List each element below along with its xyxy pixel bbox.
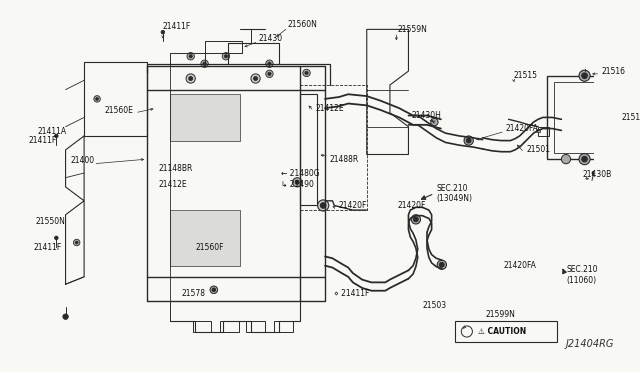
Bar [536,129,540,132]
Circle shape [579,70,590,81]
Text: 21412E: 21412E [158,180,187,189]
Text: 21516: 21516 [601,67,625,76]
Circle shape [582,156,588,162]
Circle shape [440,263,444,267]
Circle shape [201,60,208,67]
Text: 21430H: 21430H [412,111,441,120]
Circle shape [305,71,308,75]
Circle shape [186,74,195,83]
Bar [547,76,612,159]
Circle shape [467,138,471,143]
Bar [170,94,240,141]
Circle shape [268,62,271,65]
Bar [170,210,240,266]
Circle shape [63,314,68,320]
Circle shape [161,30,164,34]
Text: 21560F: 21560F [195,243,224,252]
Circle shape [266,60,273,67]
Text: 21599N: 21599N [485,310,515,319]
Text: 21420F: 21420F [339,201,367,210]
Text: ↳ 21490: ↳ 21490 [280,180,314,189]
Circle shape [413,217,418,222]
Circle shape [296,180,299,184]
Text: 21510: 21510 [621,113,640,122]
Text: 21411F: 21411F [163,22,191,31]
Circle shape [321,203,326,208]
Text: 21430: 21430 [259,34,282,43]
Circle shape [210,286,218,294]
Circle shape [54,134,58,138]
Circle shape [212,288,216,292]
Circle shape [266,70,273,78]
Text: 21411F: 21411F [29,136,57,145]
Text: 21559N: 21559N [397,25,428,34]
Circle shape [431,118,438,126]
Text: 21430B: 21430B [582,170,612,179]
Circle shape [189,77,193,80]
Circle shape [464,136,474,145]
Circle shape [561,154,571,164]
Circle shape [412,215,420,224]
Circle shape [303,69,310,77]
Text: ⚠ CAUTION: ⚠ CAUTION [478,327,526,336]
Bar [538,127,549,136]
Circle shape [579,154,590,165]
Text: 21411A: 21411A [38,127,67,136]
Bar [246,321,265,333]
Text: 21420FA: 21420FA [506,124,539,133]
Bar [220,321,239,333]
Text: 21488R: 21488R [330,155,359,164]
Circle shape [582,73,588,78]
Circle shape [268,72,271,76]
Text: 21400: 21400 [70,157,94,166]
Text: 21550N: 21550N [36,217,66,226]
Text: 21420F: 21420F [397,201,426,210]
Text: 21501: 21501 [526,145,550,154]
Text: 21148BR: 21148BR [158,164,193,173]
Circle shape [94,96,100,102]
Circle shape [54,236,58,240]
Text: 21411F: 21411F [33,243,61,252]
Circle shape [222,52,230,60]
Circle shape [74,239,80,246]
Circle shape [76,241,78,244]
Text: SEC.210
(11060): SEC.210 (11060) [566,265,598,285]
Bar [193,321,211,333]
Text: ← 21480G: ← 21480G [280,169,319,177]
Bar [274,321,292,333]
Text: SEC.210
(13049N): SEC.210 (13049N) [436,184,472,203]
Circle shape [292,178,302,187]
Circle shape [437,260,447,269]
Circle shape [95,97,99,100]
Circle shape [212,288,216,292]
Bar [455,321,557,342]
Circle shape [203,62,206,65]
Text: 21412E: 21412E [316,104,344,113]
Circle shape [189,55,193,58]
Circle shape [187,52,195,60]
Circle shape [224,55,228,58]
Text: ⋄ 21411F: ⋄ 21411F [334,289,370,298]
Text: 21515: 21515 [513,71,537,80]
Text: 21420FA: 21420FA [504,261,537,270]
Circle shape [592,171,596,175]
Circle shape [317,200,329,211]
Circle shape [251,74,260,83]
Text: 21560N: 21560N [288,20,318,29]
Circle shape [253,77,257,80]
Circle shape [210,286,218,294]
Bar [300,94,317,205]
Bar [554,82,606,153]
Circle shape [600,157,603,161]
Text: J21404RG: J21404RG [566,340,614,349]
Text: 21503: 21503 [422,301,447,310]
Text: 21560E: 21560E [104,106,133,115]
Text: 21578: 21578 [181,289,205,298]
